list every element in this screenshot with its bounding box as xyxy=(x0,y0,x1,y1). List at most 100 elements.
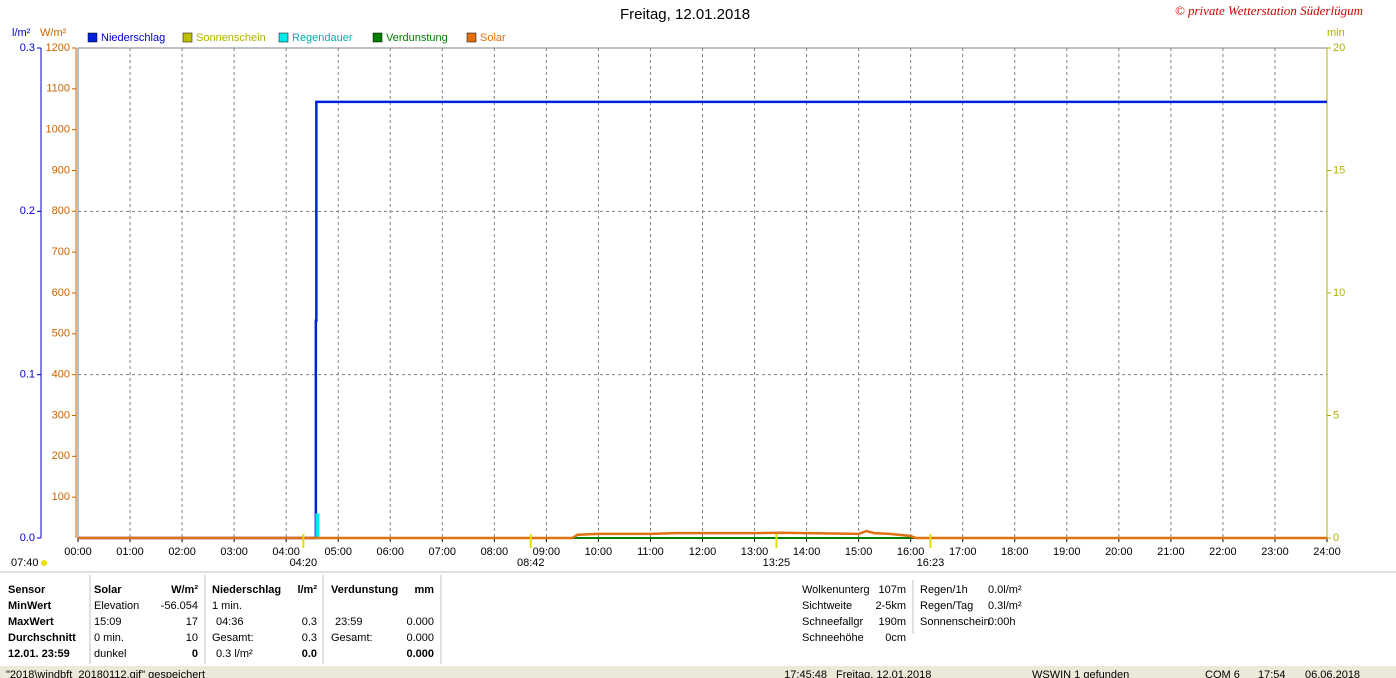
x-tick-label: 20:00 xyxy=(1105,546,1133,558)
y-tick-label: 0.1 xyxy=(20,369,35,381)
y2-tick-label: 10 xyxy=(1333,287,1345,299)
row-label: MinWert xyxy=(8,600,52,612)
block-value: 10 xyxy=(186,632,198,644)
y2-unit: min xyxy=(1327,27,1345,39)
row-label: 12.01. 23:59 xyxy=(8,648,70,660)
left-marker-label: 07:40 xyxy=(11,557,39,569)
yw-tick-label: 900 xyxy=(52,164,70,176)
x-tick-label: 03:00 xyxy=(220,546,248,558)
row-label: Sensor xyxy=(8,584,46,596)
x-tick-label: 13:00 xyxy=(741,546,769,558)
series-line xyxy=(78,529,1327,540)
status-text: 17:45:48 xyxy=(784,669,827,678)
yw-tick-label: 500 xyxy=(52,328,70,340)
status-text: Freitag, 12.01.2018 xyxy=(836,669,931,678)
info-value: 190m xyxy=(878,616,906,628)
x-tick-label: 06:00 xyxy=(376,546,404,558)
x-tick-label: 00:00 xyxy=(64,546,92,558)
y-unit: l/m² xyxy=(12,27,31,39)
block-value: 0.3 xyxy=(302,632,317,644)
status-text: COM 6 xyxy=(1205,669,1240,678)
x-tick-label: 19:00 xyxy=(1053,546,1081,558)
block-cell: Gesamt: xyxy=(331,632,373,644)
x-tick-label: 22:00 xyxy=(1209,546,1237,558)
x-tick-label: 24:00 xyxy=(1313,546,1341,558)
x-tick-label: 15:00 xyxy=(845,546,873,558)
bar xyxy=(315,513,320,538)
block-value: 0.000 xyxy=(406,648,434,660)
x-tick-label: 04:00 xyxy=(272,546,300,558)
y-tick-label: 0.3 xyxy=(20,42,35,54)
x-tick-label: 05:00 xyxy=(324,546,352,558)
legend-label: Sonnenschein xyxy=(196,32,266,44)
x-tick-label: 18:00 xyxy=(1001,546,1029,558)
block-unit: W/m² xyxy=(171,584,198,596)
block-value: -56.054 xyxy=(161,600,198,612)
info-value: 107m xyxy=(878,584,906,596)
block-value: 0 xyxy=(192,648,198,660)
legend-label: Solar xyxy=(480,32,506,44)
x-tick-label: 12:00 xyxy=(689,546,717,558)
y2-tick-label: 20 xyxy=(1333,42,1345,54)
time-marker-label: 13:25 xyxy=(763,557,791,569)
legend-label: Niederschlag xyxy=(101,32,165,44)
info-value: 0.3l/m² xyxy=(988,600,1022,612)
block-value: 17 xyxy=(186,616,198,628)
block-cell: 15:09 xyxy=(94,616,122,628)
info-label: Regen/Tag xyxy=(920,600,973,612)
time-marker-label: 16:23 xyxy=(917,557,945,569)
block-unit: mm xyxy=(414,584,434,596)
yw-tick-label: 1000 xyxy=(46,124,70,136)
yw-tick-label: 400 xyxy=(52,369,70,381)
status-text: WSWIN 1 gefunden xyxy=(1032,669,1129,678)
yw-tick-label: 600 xyxy=(52,287,70,299)
info-label: Regen/1h xyxy=(920,584,968,596)
block-unit: l/m² xyxy=(297,584,317,596)
block-value: 0.0 xyxy=(302,648,317,660)
x-tick-label: 23:00 xyxy=(1261,546,1289,558)
legend-swatch xyxy=(182,32,193,43)
info-label: Schneehöhe xyxy=(802,632,864,644)
x-tick-label: 10:00 xyxy=(585,546,613,558)
info-value: 0cm xyxy=(885,632,906,644)
row-label: MaxWert xyxy=(8,616,54,628)
status-bar xyxy=(0,666,1396,678)
yw-tick-label: 1100 xyxy=(46,83,70,95)
chart-title: Freitag, 12.01.2018 xyxy=(620,6,750,23)
x-tick-label: 08:00 xyxy=(481,546,509,558)
block-cell: dunkel xyxy=(94,648,126,660)
block-cell: 0 min. xyxy=(94,632,124,644)
block-value: 0.000 xyxy=(406,616,434,628)
sun-marker xyxy=(41,560,47,566)
table-lines xyxy=(89,575,914,664)
block-cell: 23:59 xyxy=(335,616,363,628)
legend-label: Regendauer xyxy=(292,32,353,44)
yw-tick-label: 1200 xyxy=(46,42,70,54)
status-text: 06.06.2018 xyxy=(1305,669,1360,678)
block-header: Solar xyxy=(94,584,122,596)
info-label: Sonnenschein xyxy=(920,616,990,628)
info-label: Sichtweite xyxy=(802,600,852,612)
yw-tick-label: 800 xyxy=(52,205,70,217)
x-tick-label: 07:00 xyxy=(429,546,457,558)
info-label: Wolkenunterg xyxy=(802,584,870,596)
y2-tick-label: 0 xyxy=(1333,532,1339,544)
yw-unit: W/m² xyxy=(40,27,67,39)
block-cell: 1 min. xyxy=(212,600,242,612)
status-text: 17:54 xyxy=(1258,669,1286,678)
info-label: Schneefallgr xyxy=(802,616,863,628)
yw-tick-label: 100 xyxy=(52,491,70,503)
x-tick-label: 21:00 xyxy=(1157,546,1185,558)
legend-swatch xyxy=(466,32,477,43)
x-tick-label: 11:00 xyxy=(637,546,664,558)
legend-label: Verdunstung xyxy=(386,32,448,44)
x-tick-label: 16:00 xyxy=(897,546,925,558)
x-tick-label: 01:00 xyxy=(116,546,144,558)
time-marker-label: 04:20 xyxy=(290,557,318,569)
copyright: © private Wetterstation Süderlügum xyxy=(1175,3,1363,18)
x-tick-label: 09:00 xyxy=(533,546,561,558)
y2-tick-label: 5 xyxy=(1333,409,1339,421)
legend-swatch xyxy=(372,32,383,43)
block-cell: Elevation xyxy=(94,600,139,612)
